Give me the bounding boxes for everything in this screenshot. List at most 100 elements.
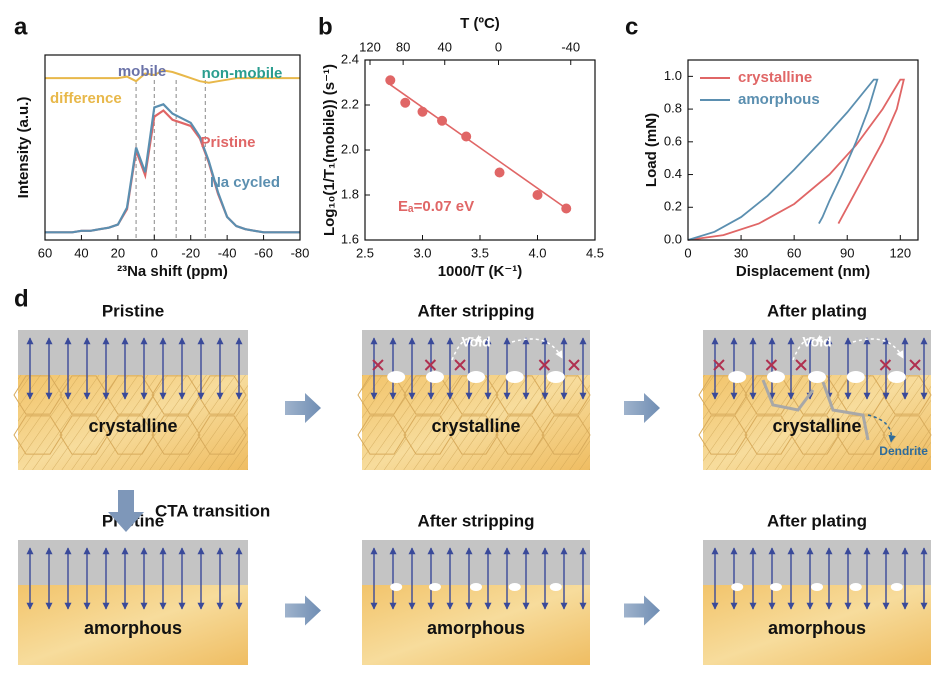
x-tick-label: -60 bbox=[254, 245, 273, 260]
blocked-mark bbox=[424, 359, 437, 371]
grain-boundary bbox=[698, 415, 748, 455]
annotation: Void bbox=[802, 334, 831, 350]
blocked-mark bbox=[454, 359, 466, 371]
grain-boundary bbox=[13, 415, 63, 455]
void bbox=[728, 371, 747, 383]
grain-boundary bbox=[197, 415, 247, 455]
void bbox=[508, 583, 521, 591]
y-tick-label: 2.2 bbox=[341, 96, 359, 111]
panel-title: After stripping bbox=[417, 511, 534, 530]
process-arrow bbox=[624, 393, 660, 423]
y-tick-label: 2.4 bbox=[341, 51, 359, 66]
blocked-mark bbox=[372, 359, 384, 371]
void bbox=[846, 371, 865, 383]
x-axis-label: Displacement (nm) bbox=[736, 263, 870, 280]
sodium-metal bbox=[18, 585, 248, 665]
grain-boundary bbox=[105, 415, 155, 455]
void bbox=[505, 371, 524, 383]
void bbox=[808, 371, 826, 383]
grain-boundary bbox=[882, 415, 932, 455]
y-tick-label: 1.8 bbox=[341, 186, 359, 201]
y-tick-label: 0.0 bbox=[664, 231, 682, 246]
spectrum-line bbox=[45, 103, 300, 234]
x-axis-label: 1000/T (K⁻¹) bbox=[438, 263, 523, 280]
legend-label: amorphous bbox=[738, 91, 820, 108]
x-tick-label: -20 bbox=[181, 245, 200, 260]
panel-title: After plating bbox=[767, 301, 867, 320]
void bbox=[546, 371, 565, 383]
void bbox=[387, 371, 406, 383]
blocked-mark bbox=[765, 359, 778, 371]
x-tick-label: 4.0 bbox=[528, 245, 546, 260]
annotation: Dendrite bbox=[879, 444, 928, 458]
x-tick-label: 4.5 bbox=[586, 245, 604, 260]
x2-tick-label: 120 bbox=[359, 39, 381, 54]
y-axis-label: Log₁₀(1/T₁(mobile)) (s⁻¹) bbox=[321, 64, 338, 236]
data-point bbox=[417, 106, 428, 117]
load-curve bbox=[687, 78, 879, 241]
x-tick-label: -40 bbox=[218, 245, 237, 260]
annotation: Eₐ=0.07 eV bbox=[398, 198, 474, 215]
series-label: Na cycled bbox=[210, 174, 280, 191]
x-tick-label: 120 bbox=[889, 245, 911, 260]
void-arrow bbox=[852, 338, 904, 359]
void bbox=[811, 583, 823, 591]
x2-axis-label: T (ºC) bbox=[460, 15, 500, 32]
series-label: Pristine bbox=[200, 134, 255, 151]
data-point bbox=[561, 203, 572, 214]
plot-frame bbox=[687, 59, 919, 241]
spectrum-line bbox=[45, 109, 300, 234]
material-label: amorphous bbox=[84, 618, 182, 638]
y-tick-label: 0.2 bbox=[664, 199, 682, 214]
x-tick-label: 3.0 bbox=[413, 245, 431, 260]
data-point bbox=[385, 75, 396, 86]
material-label: amorphous bbox=[427, 618, 525, 638]
y-tick-label: 1.0 bbox=[664, 68, 682, 83]
data-point bbox=[437, 115, 448, 126]
transition-arrow bbox=[108, 490, 144, 532]
x-tick-label: 60 bbox=[38, 245, 52, 260]
void bbox=[425, 371, 444, 383]
x-tick-label: 40 bbox=[74, 245, 88, 260]
x2-tick-label: -40 bbox=[561, 39, 580, 54]
blocked-mark bbox=[568, 359, 580, 371]
void bbox=[549, 583, 562, 591]
void bbox=[769, 583, 782, 591]
x-tick-label: 60 bbox=[787, 245, 801, 260]
electrolyte-layer bbox=[362, 540, 590, 585]
x-tick-label: 30 bbox=[734, 245, 748, 260]
panel-title: After stripping bbox=[417, 301, 534, 320]
y-tick-label: 0.6 bbox=[664, 133, 682, 148]
y-tick-label: 1.6 bbox=[341, 231, 359, 246]
x-axis-label: ²³Na shift (ppm) bbox=[117, 263, 228, 280]
y-axis-label: Intensity (a.u.) bbox=[15, 97, 32, 199]
void-arrow bbox=[451, 335, 483, 361]
electrolyte-layer bbox=[18, 540, 248, 585]
void bbox=[470, 583, 482, 591]
x2-tick-label: 0 bbox=[495, 39, 502, 54]
void-arrow bbox=[511, 338, 563, 359]
x-tick-label: 0 bbox=[151, 245, 158, 260]
blocked-mark bbox=[879, 359, 892, 371]
spectrum-line bbox=[45, 69, 300, 84]
grain-boundary bbox=[836, 375, 886, 415]
data-point bbox=[494, 167, 505, 178]
grain-boundary bbox=[449, 415, 499, 455]
void bbox=[428, 583, 441, 591]
load-curve bbox=[687, 78, 905, 241]
material-label: amorphous bbox=[768, 618, 866, 638]
grain-boundary bbox=[403, 415, 453, 455]
grain-boundary bbox=[151, 375, 201, 415]
fit-line bbox=[389, 84, 567, 210]
y-axis-label: Load (mN) bbox=[643, 113, 660, 187]
panel-label: a bbox=[14, 13, 28, 40]
electrolyte-layer bbox=[703, 540, 931, 585]
blocked-mark bbox=[795, 359, 807, 371]
grain-boundary bbox=[790, 415, 840, 455]
blocked-mark bbox=[538, 359, 551, 371]
x-tick-label: 90 bbox=[840, 245, 854, 260]
y-tick-label: 2.0 bbox=[341, 141, 359, 156]
x-tick-label: 2.5 bbox=[356, 245, 374, 260]
void bbox=[887, 371, 906, 383]
